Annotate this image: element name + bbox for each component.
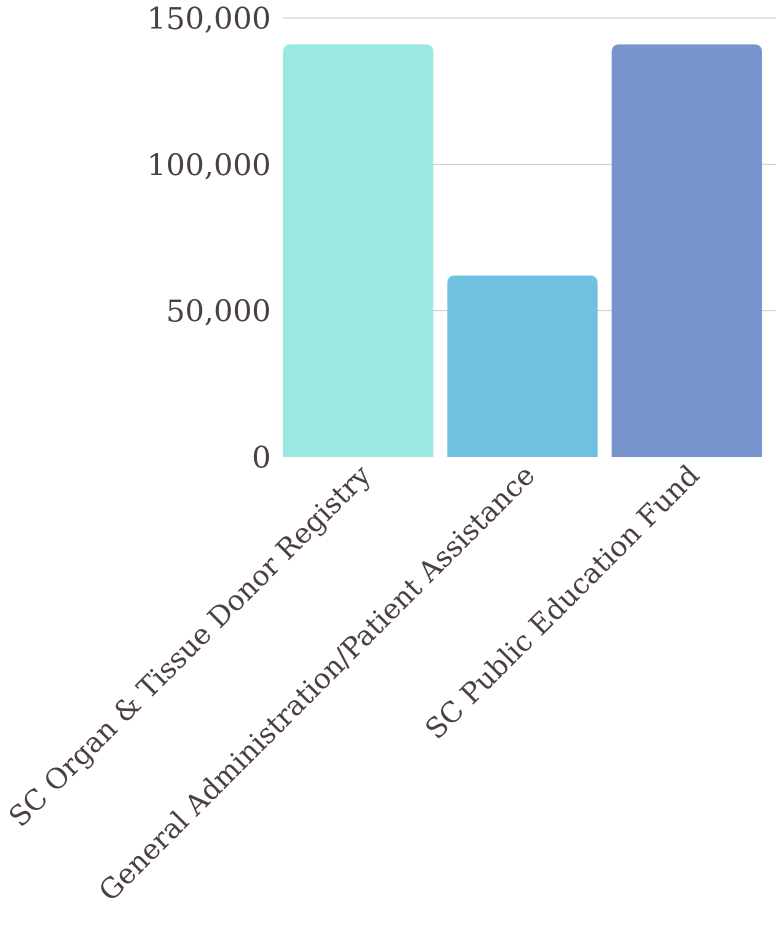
y-tick-label: 50,000 <box>166 295 271 330</box>
y-axis-tick-labels: 0 50,000 100,000 150,000 <box>147 2 271 476</box>
y-tick-label: 100,000 <box>147 148 271 183</box>
bar-1[interactable] <box>283 44 434 458</box>
y-tick-label: 0 <box>252 441 271 476</box>
bar-3[interactable] <box>611 44 762 458</box>
x-category-label: SC Organ & Tissue Donor Registry <box>2 458 377 833</box>
x-category-label: SC Public Education Fund <box>419 459 706 746</box>
x-axis-category-labels: SC Organ & Tissue Donor RegistryGeneral … <box>2 458 705 907</box>
bar-2[interactable] <box>447 275 598 457</box>
bars <box>283 44 762 458</box>
y-tick-label: 150,000 <box>147 2 271 37</box>
